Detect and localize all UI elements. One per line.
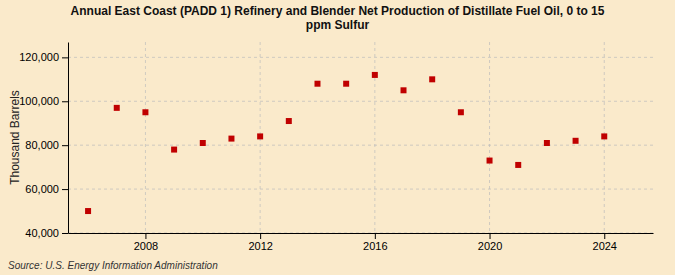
point [85,208,91,214]
tick-label: 40,000 [25,227,59,239]
tick-mark [62,101,68,102]
point [372,72,378,78]
grid-line-y [68,189,653,190]
grid-line-x [374,42,375,233]
tick-label: 120,000 [19,51,59,63]
point [601,133,607,139]
grid-line-y [68,233,653,234]
tick: 2012 [248,233,272,252]
tick-label: 2016 [363,240,387,252]
tick-label: 2008 [134,240,158,252]
tick: 2020 [478,233,502,252]
x-axis: 2008 2012 2016 2020 2024 [69,233,654,252]
point [286,118,292,124]
tick: 100,000 [19,95,68,107]
tick-label: 80,000 [25,139,59,151]
point [458,109,464,115]
source-note: Source: U.S. Energy Information Administ… [8,260,218,271]
point [200,140,206,146]
point [171,147,177,153]
title-line: ppm Sulfur [306,18,370,32]
tick-mark [145,233,146,239]
grid-line-y [68,101,653,102]
tick: 60,000 [25,183,68,195]
point [515,162,521,168]
point [314,81,320,87]
axis-line [69,233,654,234]
tick-mark [62,233,68,234]
tick-label: 100,000 [19,95,59,107]
tick-label: 2024 [593,240,617,252]
title: Annual East Coast (PADD 1) Refinery and … [71,4,605,32]
axis-line [68,43,69,234]
tick: 120,000 [19,51,68,63]
chart-svg: 2008 2012 2016 2020 2024 40,000 60,000 80,000 10… [0,0,675,275]
tick: 2008 [134,233,158,252]
title-line: Annual East Coast (PADD 1) Refinery and … [71,4,605,18]
tick-mark [62,57,68,58]
point [343,81,349,87]
tick-mark [62,145,68,146]
y-axis: 40,000 60,000 80,000 100,000 120,000 [19,43,68,240]
tick-label: 2020 [478,240,502,252]
plot-area: 2008 2012 2016 2020 2024 40,000 60,000 80,000 10… [19,42,653,252]
tick-mark [375,233,376,239]
point [228,136,234,142]
grid-line-y [68,57,653,58]
tick: 40,000 [25,227,68,239]
grid [68,42,653,233]
tick-label: 2012 [248,240,272,252]
grid-line-x [145,42,146,233]
point [487,158,493,164]
y-axis-label: Thousand Barrels [8,90,22,185]
tick-mark [62,189,68,190]
tick: 2024 [593,233,617,252]
points [85,72,607,214]
tick-label: 60,000 [25,183,59,195]
point [114,105,120,111]
point [573,138,579,144]
tick-mark [604,233,605,239]
point [544,140,550,146]
tick: 2016 [363,233,387,252]
point [401,87,407,93]
point [257,133,263,139]
grid-line-y [68,145,653,146]
tick-mark [260,233,261,239]
tick-mark [490,233,491,239]
tick: 80,000 [25,139,68,151]
grid-line-x [489,42,490,233]
point [142,109,148,115]
point [429,76,435,82]
